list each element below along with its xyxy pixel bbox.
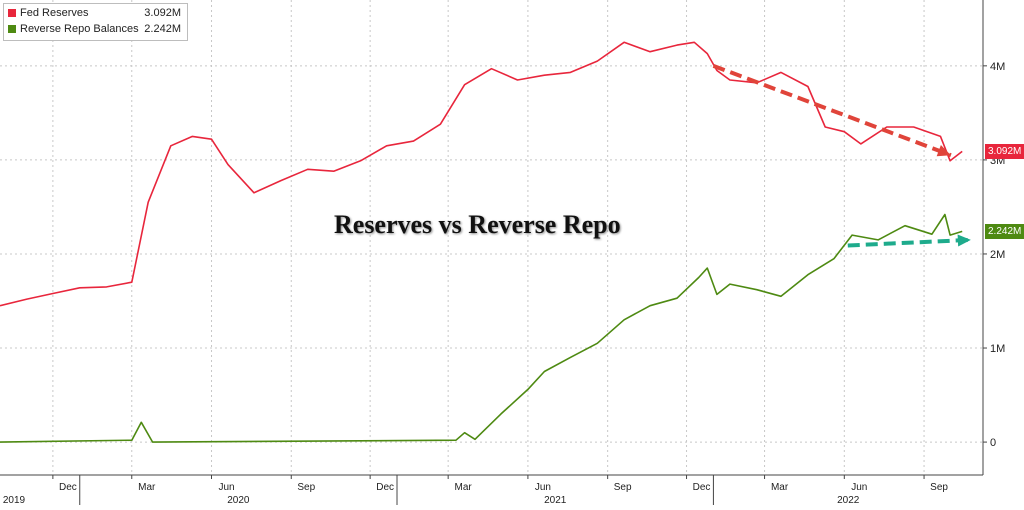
x-tick-label: Sep: [614, 482, 632, 493]
reserves-down-arrow-shaft: [712, 63, 952, 158]
y-tick-label: 0: [990, 437, 996, 449]
series-layer: [0, 41, 963, 443]
x-tick-label: Sep: [297, 482, 315, 493]
fed-reserves-line: [0, 41, 963, 307]
y-tick-label: 1M: [990, 343, 1005, 355]
x-year-label: 2020: [227, 495, 250, 505]
x-tick-label: Sep: [930, 482, 948, 493]
x-tick-label: Dec: [376, 482, 394, 493]
x-tick-label: Mar: [138, 482, 156, 493]
x-tick-label: Jun: [218, 482, 234, 493]
legend: Fed Reserves 3.092M Reverse Repo Balance…: [3, 3, 188, 41]
legend-label-fed-reserves: Fed Reserves: [20, 7, 89, 19]
last-value-tag-fed-reserves: 3.092M: [985, 144, 1024, 160]
legend-label-reverse-repo: Reverse Repo Balances: [20, 23, 139, 35]
last-value-tag-reverse-repo: 2.242M: [985, 224, 1024, 240]
y-tick-label: 2M: [990, 249, 1005, 261]
legend-item-reverse-repo: Reverse Repo Balances 2.242M: [8, 22, 183, 36]
legend-value-reverse-repo: 2.242M: [144, 23, 181, 35]
x-tick-label: Mar: [771, 482, 789, 493]
legend-item-fed-reserves: Fed Reserves 3.092M: [8, 6, 183, 20]
x-tick-label: Dec: [59, 482, 77, 493]
x-year-label: 2021: [544, 495, 567, 505]
x-year-label: 2022: [837, 495, 860, 505]
x-tick-label: Jun: [535, 482, 551, 493]
grid-layer: [0, 0, 983, 475]
reserves-down-arrow: [712, 63, 952, 158]
y-tick-label: 4M: [990, 61, 1005, 73]
x-tick-label: Mar: [455, 482, 473, 493]
reserves-down-arrow-head: [936, 145, 951, 157]
legend-value-fed-reserves: 3.092M: [144, 7, 181, 19]
reverse-repo-up-arrow-shaft: [847, 237, 971, 248]
reverse-repo-line: [0, 213, 963, 443]
x-tick-label: Jun: [851, 482, 867, 493]
reverse-repo-up-arrow-head: [957, 234, 971, 247]
trend-arrow-layer: [712, 63, 971, 248]
legend-swatch-reverse-repo: [8, 25, 16, 33]
chart-title: Reserves vs Reverse Repo: [334, 210, 621, 239]
reverse-repo-up-arrow: [847, 234, 971, 248]
legend-swatch-fed-reserves: [8, 9, 16, 17]
x-year-label: 2019: [3, 495, 26, 505]
x-tick-label: Dec: [693, 482, 711, 493]
